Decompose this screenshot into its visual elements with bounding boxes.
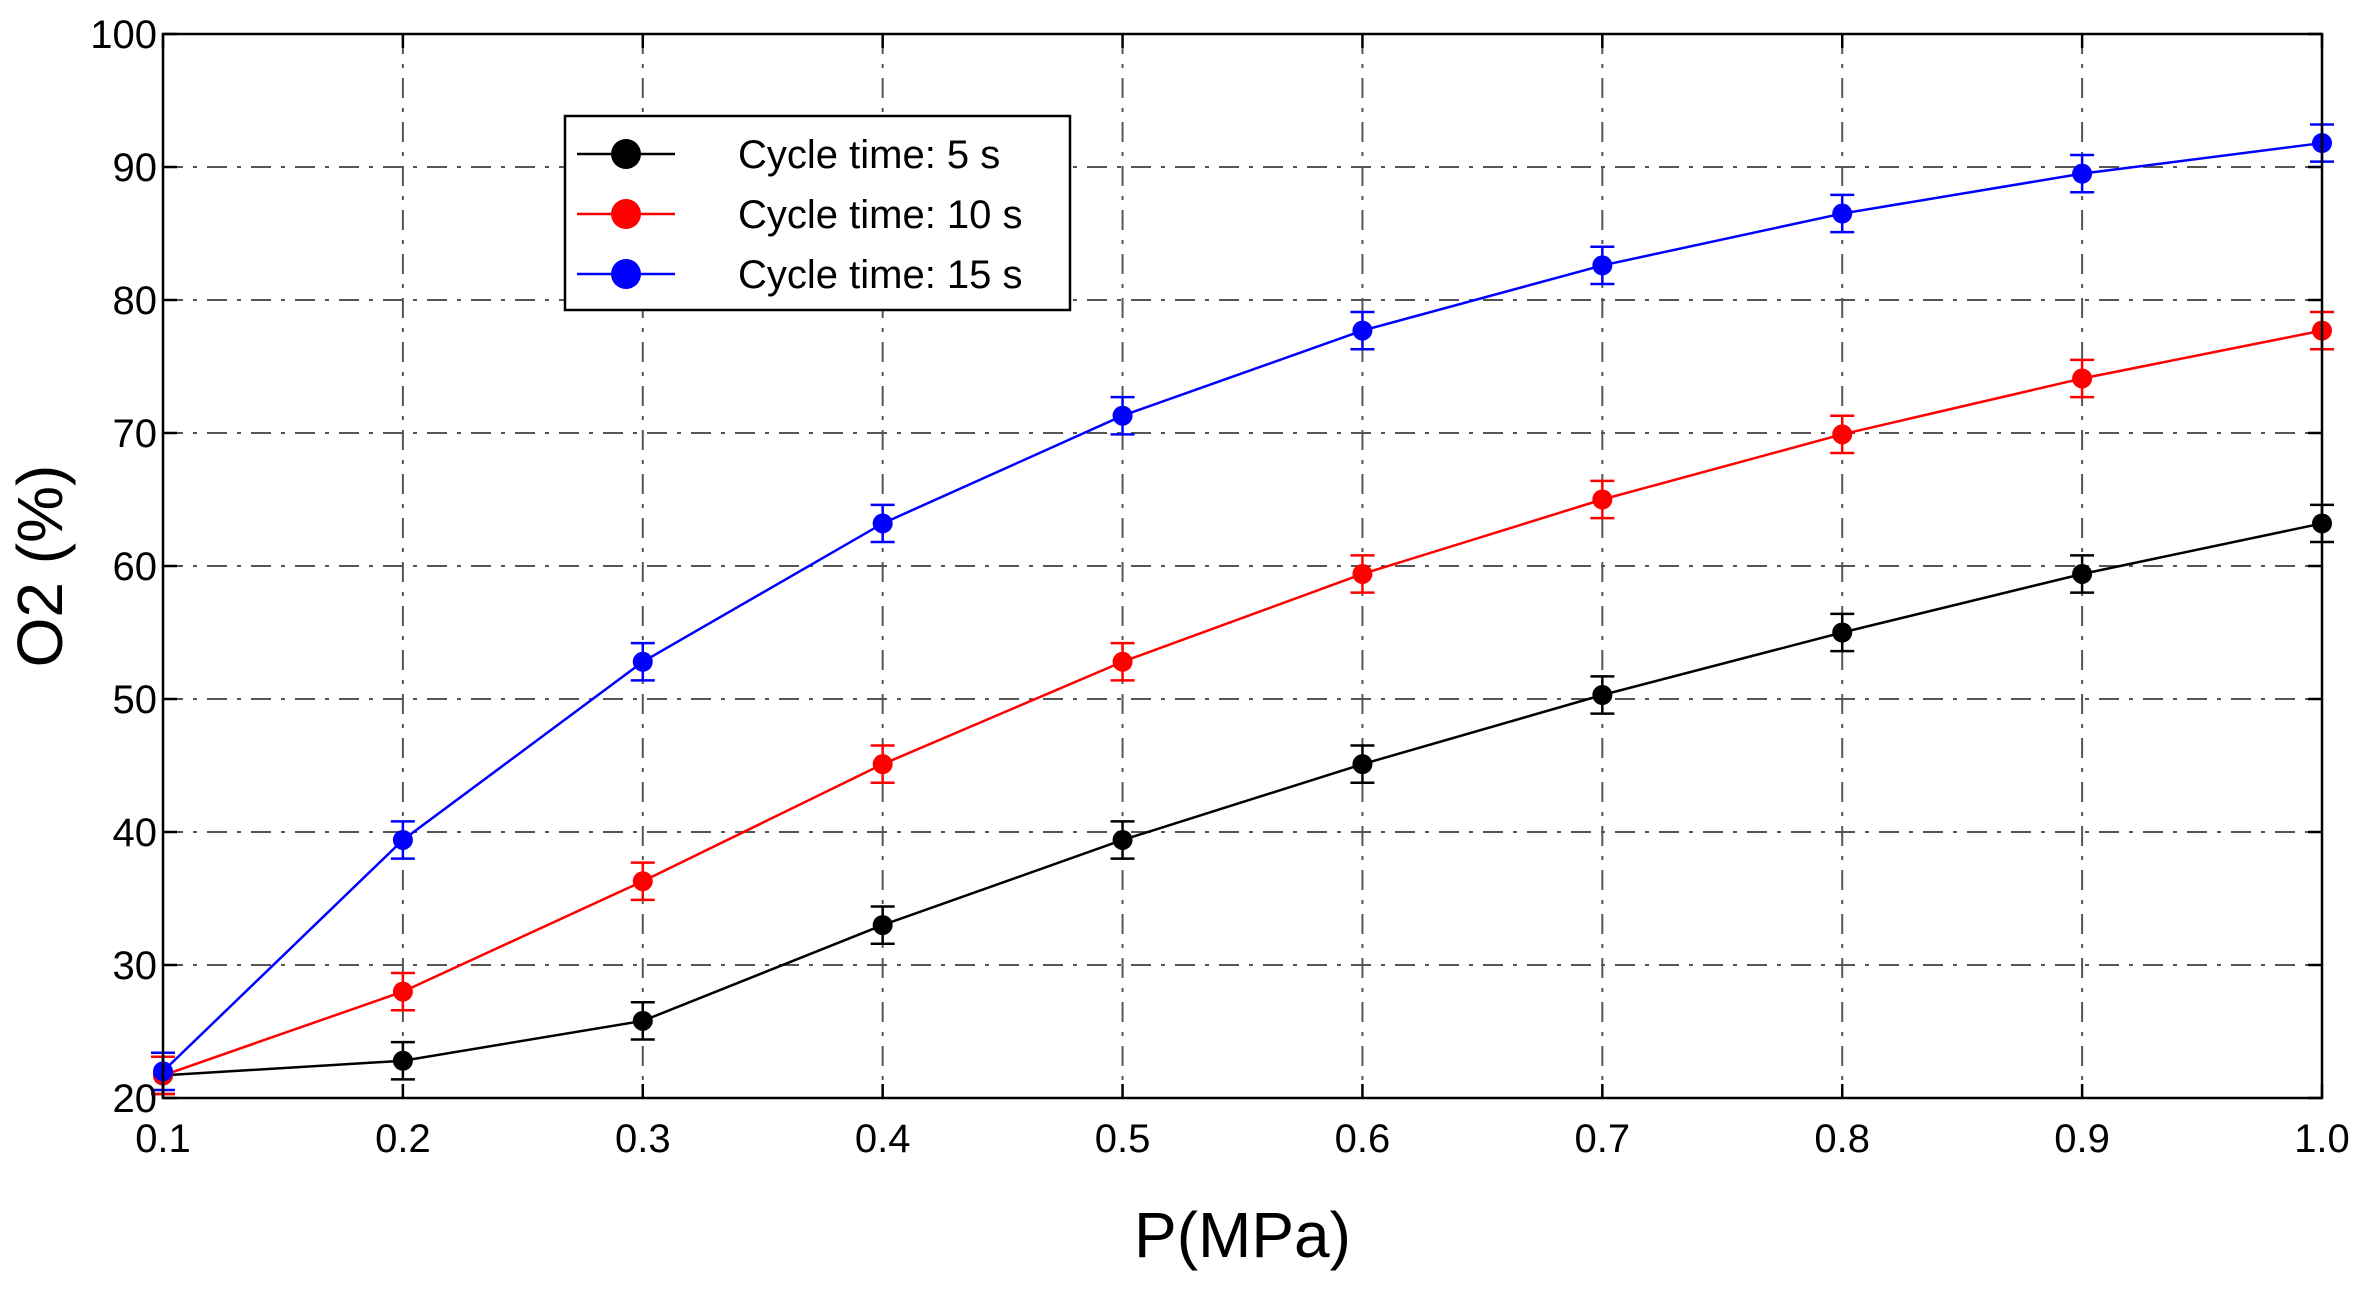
y-tick-label: 70 [113, 412, 158, 456]
x-axis-title: P(MPa) [1134, 1199, 1351, 1271]
y-tick-label: 100 [90, 13, 157, 57]
legend-item: Cycle time: 10 s [577, 193, 1023, 237]
series-line [162, 329, 2323, 1077]
data-point [392, 1050, 413, 1071]
x-tick-label: 0.3 [615, 1117, 671, 1161]
legend: Cycle time: 5 s Cycle time: 10 s Cycle tim… [563, 114, 1072, 312]
x-tick-label: 0.2 [375, 1117, 431, 1161]
x-tick-label: 0.6 [1335, 1117, 1391, 1161]
y-tick-label: 80 [113, 279, 158, 323]
y-tick-label: 40 [113, 811, 158, 855]
data-point [1592, 685, 1613, 706]
legend-item: Cycle time: 5 s [577, 133, 1000, 177]
data-point [1592, 255, 1613, 276]
x-tick-label: 0.5 [1095, 1117, 1151, 1161]
grid [163, 34, 2322, 1098]
data-point [1832, 424, 1853, 445]
data-point [392, 981, 413, 1002]
series-3 [151, 123, 2334, 1092]
data-point [1352, 320, 1373, 341]
legend-label: Cycle time: 5 s [738, 133, 1000, 177]
y-axis-title: O2 (%) [4, 465, 76, 668]
data-point [872, 915, 893, 936]
data-point [2072, 163, 2093, 184]
tick-labels: 0.1 0.2 0.3 0.4 0.5 0.6 0.7 0.8 0.9 1.0 20 30 40 50 60… [90, 13, 2350, 1161]
y-tick-label: 50 [113, 678, 158, 722]
data-point [632, 1010, 653, 1031]
y-tick-label: 30 [113, 944, 158, 988]
data-point [632, 651, 653, 672]
y-tick-label: 60 [113, 545, 158, 589]
legend-marker [611, 139, 641, 169]
data-point [872, 754, 893, 775]
y-tick-label: 90 [113, 146, 158, 190]
x-tick-label: 1.0 [2294, 1117, 2350, 1161]
data-point [1832, 203, 1853, 224]
data-point [1592, 489, 1613, 510]
data-point [1832, 622, 1853, 643]
data-point [1112, 651, 1133, 672]
data-point [632, 871, 653, 892]
data-point [392, 829, 413, 850]
series-group [151, 123, 2334, 1096]
legend-marker [611, 199, 641, 229]
legend-marker [611, 259, 641, 289]
series-line [162, 141, 2323, 1073]
x-tick-label: 0.7 [1575, 1117, 1631, 1161]
legend-item: Cycle time: 15 s [577, 253, 1023, 297]
x-tick-label: 0.4 [855, 1117, 911, 1161]
data-point [1112, 829, 1133, 850]
x-tick-label: 0.8 [1814, 1117, 1870, 1161]
data-point [872, 513, 893, 534]
y-tick-label: 20 [113, 1077, 158, 1121]
axes [161, 32, 2324, 1100]
data-point [1352, 754, 1373, 775]
data-point [2072, 368, 2093, 389]
data-point [2072, 563, 2093, 584]
series-line [162, 522, 2323, 1077]
series-1 [151, 503, 2334, 1096]
x-tick-label: 0.9 [2054, 1117, 2110, 1161]
data-point [1352, 563, 1373, 584]
x-tick-label: 0.1 [135, 1117, 191, 1161]
series-2 [151, 310, 2334, 1096]
legend-label: Cycle time: 15 s [738, 253, 1023, 297]
legend-label: Cycle time: 10 s [738, 193, 1023, 237]
data-point [1112, 405, 1133, 426]
